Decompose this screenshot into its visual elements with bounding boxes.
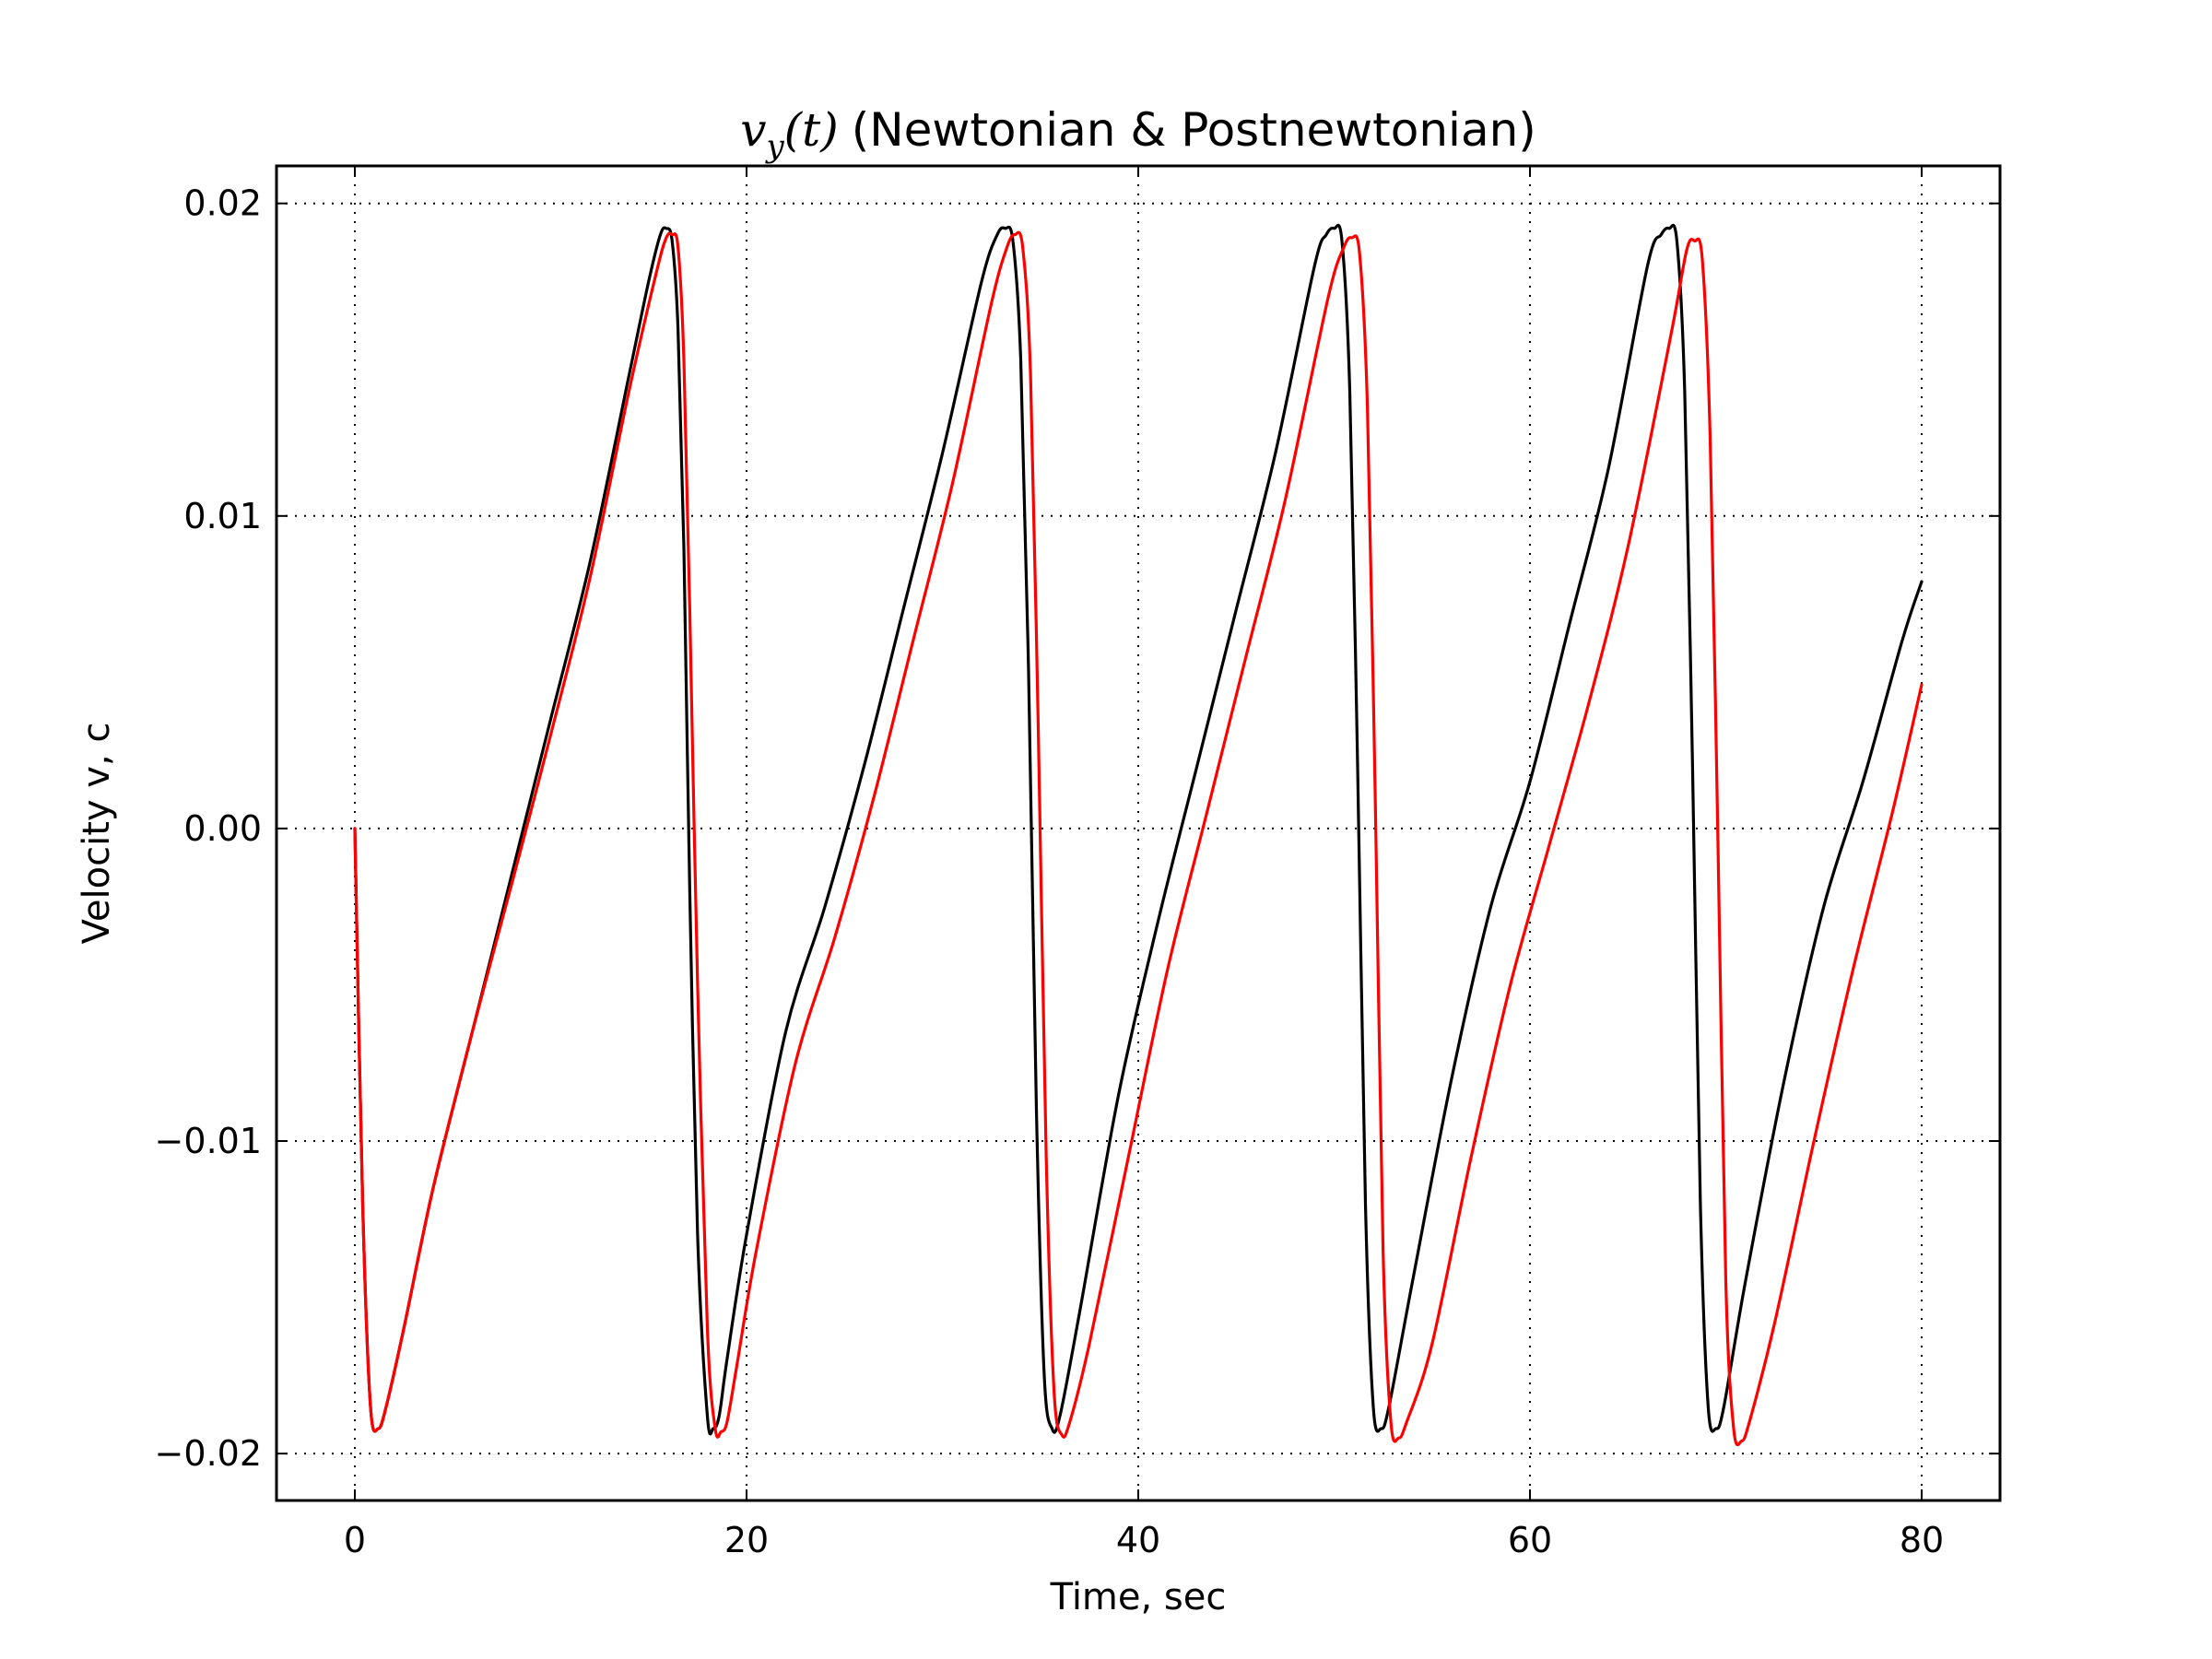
ticks-layer: 0 20 40 60 80 −0.02 −0.01 0.00 0.01 0.02 bbox=[155, 166, 2000, 1560]
y-tick-label: 0.00 bbox=[183, 808, 262, 849]
series-layer bbox=[353, 223, 1924, 1447]
x-tick-label: 0 bbox=[344, 1520, 366, 1560]
series-line-red bbox=[353, 230, 1924, 1447]
chart-title-math-arg: (t) bbox=[784, 103, 839, 157]
x-tick-label: 40 bbox=[1116, 1520, 1160, 1560]
chart-title-text: (Newtonian & Postnewtonian) bbox=[852, 103, 1536, 157]
chart-title-math-sub: y bbox=[764, 128, 784, 165]
y-tick-label: −0.01 bbox=[155, 1121, 262, 1161]
chart-title: vy(t) (Newtonian & Postnewtonian) bbox=[740, 103, 1536, 165]
x-axis-label: Time, sec bbox=[1050, 1576, 1227, 1618]
grid-layer bbox=[276, 166, 2000, 1500]
chart-title-math: vy(t) bbox=[740, 103, 839, 165]
y-axis-label: Velocity v, c bbox=[76, 723, 118, 945]
series-line-black bbox=[353, 223, 1924, 1436]
y-tick-label: 0.02 bbox=[183, 183, 262, 224]
y-tick-label: 0.01 bbox=[183, 496, 262, 536]
y-tick-label: −0.02 bbox=[155, 1433, 262, 1474]
x-tick-label: 60 bbox=[1508, 1520, 1552, 1560]
x-tick-label: 80 bbox=[1900, 1520, 1944, 1560]
x-tick-label: 20 bbox=[724, 1520, 769, 1560]
